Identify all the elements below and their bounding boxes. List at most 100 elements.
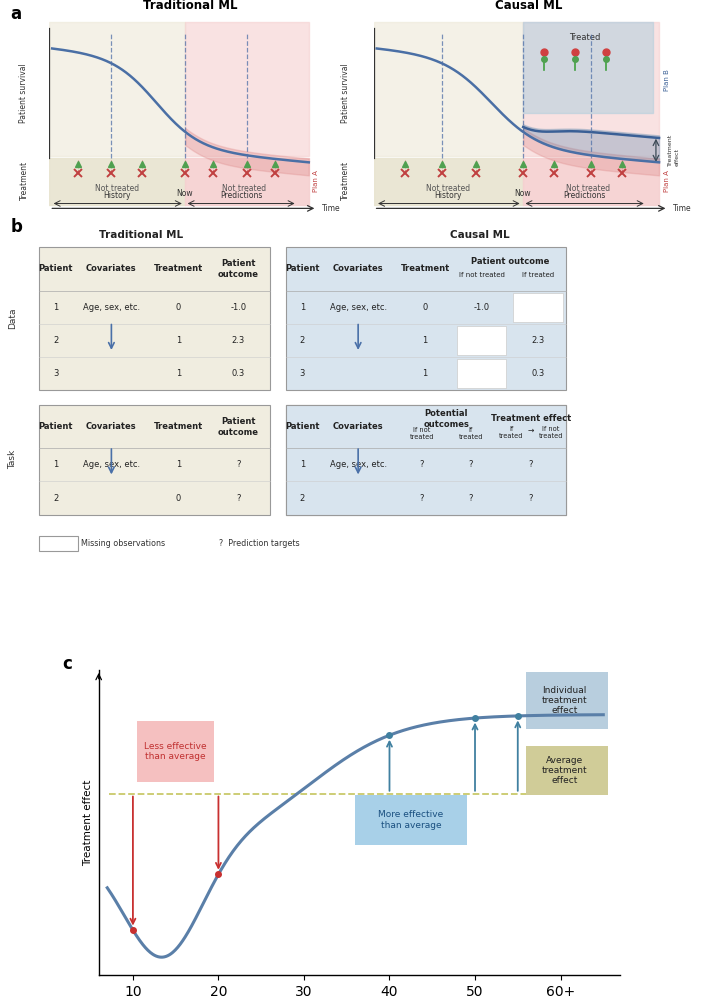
Text: Treatment
effect: Treatment effect [668,133,679,166]
FancyBboxPatch shape [286,405,566,515]
FancyBboxPatch shape [286,247,566,390]
Text: ?: ? [529,460,533,469]
Text: Traditional ML: Traditional ML [99,230,183,240]
Text: b: b [11,218,23,236]
Text: ?: ? [236,460,240,469]
Y-axis label: Treatment effect: Treatment effect [83,779,93,866]
Text: Plan B: Plan B [663,69,670,91]
Text: 2.3: 2.3 [532,336,544,345]
Text: Covariates: Covariates [86,422,137,431]
Text: History: History [103,191,131,200]
Text: Patient: Patient [286,264,319,273]
Text: 1: 1 [422,336,428,345]
Text: If
treated: If treated [459,427,483,440]
Text: 2: 2 [300,336,305,345]
Text: Age, sex, etc.: Age, sex, etc. [329,303,387,312]
Text: Patient survival: Patient survival [20,63,28,123]
Text: 2: 2 [53,494,59,503]
Text: ?: ? [419,460,424,469]
Text: 1: 1 [176,460,181,469]
Text: If not treated: If not treated [458,272,505,278]
Text: 3: 3 [300,369,305,378]
Text: 3: 3 [53,369,59,378]
Text: Treatment: Treatment [20,161,28,200]
Text: →: → [527,426,534,435]
Text: Predictions: Predictions [220,191,262,200]
FancyBboxPatch shape [39,405,270,515]
Text: 1: 1 [300,460,305,469]
Text: Potential
outcomes: Potential outcomes [423,409,470,429]
FancyBboxPatch shape [526,746,608,795]
Text: outcome: outcome [218,270,259,279]
Text: Age, sex, etc.: Age, sex, etc. [82,460,140,469]
Text: 0: 0 [176,494,181,503]
Text: Now: Now [176,189,193,198]
Text: Data: Data [8,308,17,329]
Text: 1: 1 [176,369,181,378]
Text: Not treated: Not treated [222,184,266,193]
Text: Covariates: Covariates [333,422,384,431]
Text: Predictions: Predictions [563,191,606,200]
Text: 1: 1 [53,460,59,469]
FancyBboxPatch shape [39,247,270,390]
Text: c: c [62,655,72,673]
FancyBboxPatch shape [355,795,467,845]
Text: Plan A: Plan A [663,170,670,192]
Text: Treatment: Treatment [400,264,450,273]
Text: Patient survival: Patient survival [341,63,350,123]
Text: If not
treated: If not treated [539,426,563,439]
FancyBboxPatch shape [286,405,566,515]
Text: If
treated: If treated [499,426,523,439]
Text: Not treated: Not treated [426,184,470,193]
Text: outcome: outcome [218,428,259,437]
Text: a: a [11,5,22,23]
Text: Treatment effect: Treatment effect [491,414,571,423]
Title: Traditional ML: Traditional ML [143,0,238,12]
Text: Time: Time [321,204,340,213]
Text: Covariates: Covariates [333,264,384,273]
Text: Patient: Patient [286,422,319,431]
Text: Not treated: Not treated [565,184,610,193]
Text: Causal ML: Causal ML [450,230,509,240]
Text: ?: ? [469,460,473,469]
Text: Patient: Patient [221,259,255,268]
Text: 0: 0 [176,303,181,312]
Text: History: History [434,191,462,200]
Text: 0: 0 [422,303,428,312]
Text: Now: Now [514,189,531,198]
Text: ?  Prediction targets: ? Prediction targets [219,539,299,548]
FancyBboxPatch shape [39,536,78,551]
Text: 1: 1 [422,369,428,378]
Text: 2: 2 [53,336,59,345]
Text: ?: ? [529,494,533,503]
Text: 2.3: 2.3 [232,336,245,345]
Text: 1: 1 [300,303,305,312]
Text: 1: 1 [176,336,181,345]
Text: Patient: Patient [221,417,255,426]
Text: ?: ? [469,494,473,503]
Text: Average
treatment
effect: Average treatment effect [542,756,588,785]
Text: Age, sex, etc.: Age, sex, etc. [329,460,387,469]
Text: Patient: Patient [39,264,73,273]
Text: 0.3: 0.3 [232,369,245,378]
Text: Treatment: Treatment [154,264,203,273]
Text: -1.0: -1.0 [231,303,246,312]
Text: Covariates: Covariates [86,264,137,273]
Text: ?: ? [236,494,240,503]
FancyBboxPatch shape [457,326,506,355]
Text: Treatment: Treatment [341,161,350,200]
Title: Causal ML: Causal ML [495,0,563,12]
Text: If treated: If treated [522,272,554,278]
Text: Missing observations: Missing observations [81,539,165,548]
Text: Less effective
than average: Less effective than average [145,742,207,761]
Text: Treated: Treated [569,33,600,42]
Text: 2: 2 [300,494,305,503]
Text: Task: Task [8,450,17,469]
Text: Patient outcome: Patient outcome [470,257,549,266]
Text: Age, sex, etc.: Age, sex, etc. [82,303,140,312]
FancyBboxPatch shape [137,721,214,782]
FancyBboxPatch shape [457,359,506,388]
Text: 0.3: 0.3 [532,369,544,378]
Text: Plan A: Plan A [313,170,319,192]
Text: 1: 1 [53,303,59,312]
